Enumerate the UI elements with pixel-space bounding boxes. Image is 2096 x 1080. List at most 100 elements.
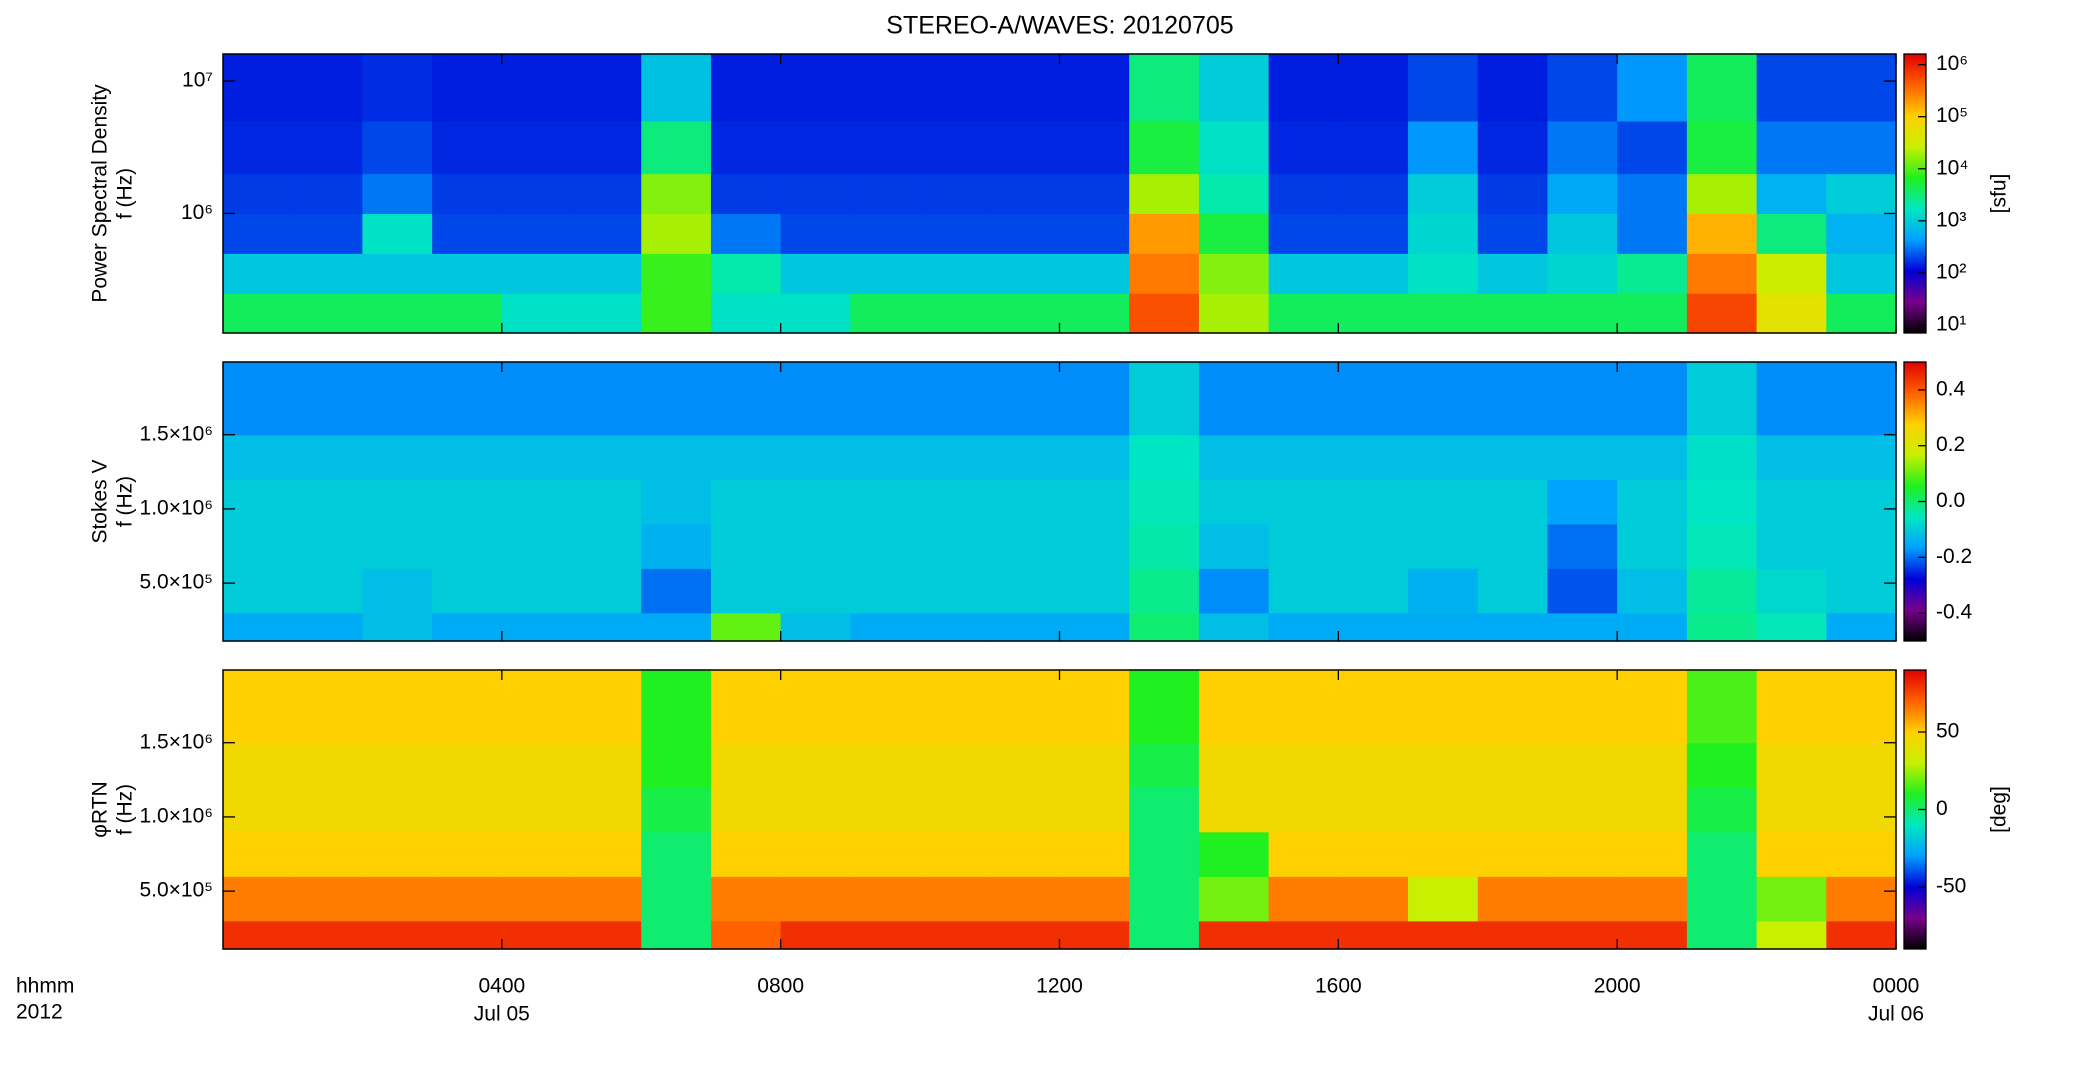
y-tick-label: 10⁷ (182, 69, 213, 92)
heatmap-cell (989, 920, 1061, 950)
heatmap-cell (292, 253, 364, 294)
heatmap-cell (1198, 434, 1270, 480)
heatmap-cell (1129, 742, 1200, 788)
y-tick-label: 5.0×10⁵ (139, 571, 213, 594)
heatmap-cell (1198, 670, 1270, 744)
x-axis-label: 2012 (16, 1001, 63, 1024)
heatmap-cell (1198, 876, 1270, 922)
heatmap-cell (1826, 479, 1897, 525)
heatmap-cell (1686, 612, 1758, 642)
heatmap-cell (1129, 787, 1200, 833)
colorbar-tick-label: -50 (1936, 875, 1966, 898)
heatmap-cell (1547, 876, 1618, 922)
heatmap-cell (920, 787, 991, 833)
heatmap-cell (1756, 173, 1827, 215)
heatmap-cell (850, 920, 921, 950)
heatmap-cell (292, 479, 364, 525)
heatmap-cell (1059, 670, 1130, 744)
heatmap-cell (1129, 173, 1200, 215)
heatmap-cell (1129, 568, 1200, 614)
y-tick-label: 1.0×10⁶ (140, 804, 213, 827)
heatmap-cell (1408, 920, 1479, 950)
heatmap-cell (1547, 362, 1618, 436)
heatmap-cell (989, 173, 1061, 215)
heatmap-cell (1268, 173, 1339, 215)
heatmap-cell (710, 831, 782, 877)
heatmap-cell (1408, 742, 1479, 788)
heatmap-cell (1617, 742, 1688, 788)
heatmap-cell (780, 54, 851, 122)
heatmap-cell (1408, 293, 1479, 334)
heatmap-cell (989, 434, 1061, 480)
heatmap-cell (920, 213, 991, 254)
heatmap-cell (1547, 173, 1618, 215)
heatmap-cell (641, 568, 712, 614)
heatmap-cell (1826, 523, 1897, 569)
heatmap-cell (641, 876, 712, 922)
heatmap-cell (1059, 362, 1130, 436)
heatmap-cell (920, 876, 991, 922)
heatmap-cell (292, 434, 364, 480)
heatmap-cell (223, 876, 294, 922)
y-tick-label: 1.5×10⁶ (140, 422, 213, 445)
heatmap-cell (1059, 54, 1130, 122)
heatmap-cell (362, 787, 433, 833)
heatmap-cell (1408, 831, 1479, 877)
heatmap-cell (850, 293, 921, 334)
heatmap-cell (223, 523, 294, 569)
heatmap-cell (571, 362, 642, 436)
heatmap-cell (223, 293, 294, 334)
heatmap-cell (710, 213, 782, 254)
heatmap-cell (1338, 568, 1409, 614)
heatmap-cell (432, 253, 503, 294)
heatmap-cell (710, 362, 782, 436)
heatmap-cell (1408, 362, 1479, 436)
heatmap-cell (223, 568, 294, 614)
heatmap-cell (1059, 568, 1130, 614)
heatmap-cell (920, 54, 991, 122)
heatmap-cell (292, 831, 364, 877)
heatmap-cell (501, 787, 573, 833)
heatmap-cell (989, 612, 1061, 642)
heatmap-cell (292, 362, 364, 436)
heatmap-cell (1547, 742, 1618, 788)
heatmap-cell (1338, 173, 1409, 215)
heatmap-cell (1826, 612, 1897, 642)
heatmap-cell (780, 293, 851, 334)
heatmap-cell (571, 253, 642, 294)
heatmap-cell (920, 742, 991, 788)
heatmap-cell (362, 213, 433, 254)
heatmap-cell (501, 920, 573, 950)
heatmap-cell (1686, 787, 1758, 833)
heatmap-cell (501, 876, 573, 922)
heatmap-cell (1268, 120, 1339, 175)
heatmap-cell (432, 787, 503, 833)
heatmap-cell (362, 434, 433, 480)
heatmap-cell (432, 293, 503, 334)
heatmap-cell (362, 479, 433, 525)
heatmap-cell (1129, 670, 1200, 744)
heatmap-cell (920, 173, 991, 215)
heatmap-cell (1129, 54, 1200, 122)
heatmap-cell (292, 568, 364, 614)
heatmap-cell (292, 742, 364, 788)
heatmap-cell (292, 670, 364, 744)
heatmap-cell (223, 54, 294, 122)
heatmap-cell (1338, 362, 1409, 436)
heatmap-cell (223, 787, 294, 833)
heatmap-cell (1059, 293, 1130, 334)
y-tick-label: 1.0×10⁶ (140, 496, 213, 519)
heatmap-cell (780, 568, 851, 614)
y-axis-label: f (Hz) (114, 784, 137, 835)
heatmap-cell (1756, 831, 1827, 877)
heatmap-cell (1129, 362, 1200, 436)
heatmap-cell (292, 173, 364, 215)
heatmap-cell (1756, 293, 1827, 334)
heatmap-cell (1686, 293, 1758, 334)
heatmap-cell (571, 173, 642, 215)
heatmap-cell (501, 670, 573, 744)
heatmap-cell (571, 213, 642, 254)
heatmap-cell (920, 362, 991, 436)
heatmap-cell (850, 54, 921, 122)
